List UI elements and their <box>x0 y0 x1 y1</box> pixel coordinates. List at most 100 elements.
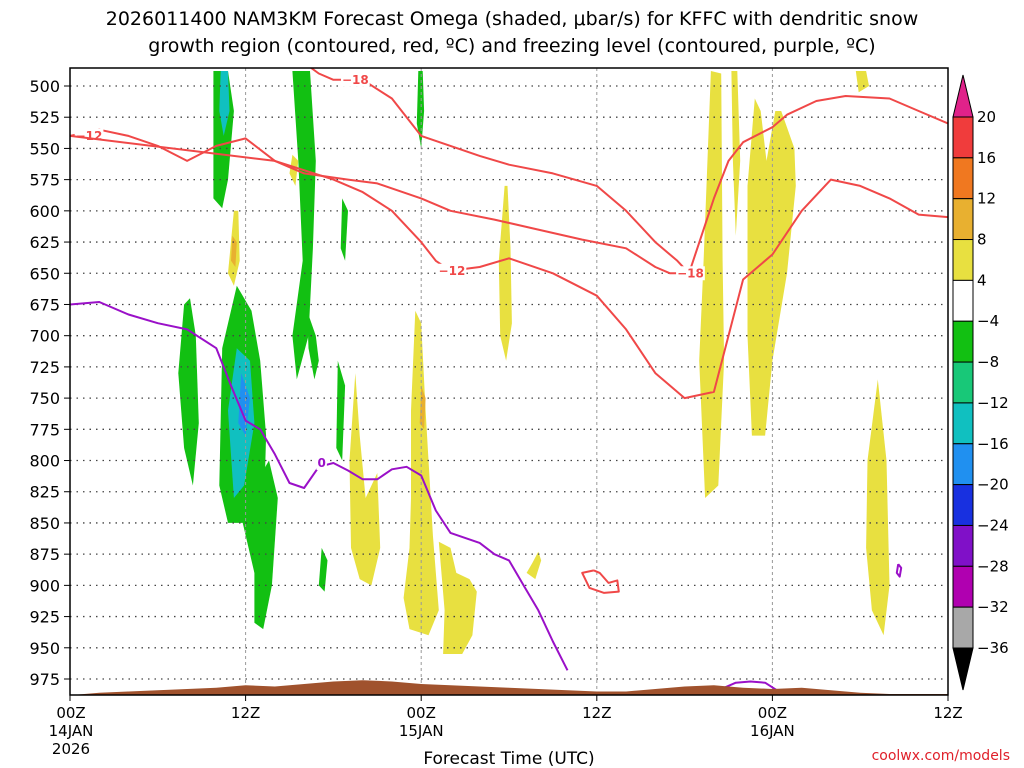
x-axis-label: Forecast Time (UTC) <box>423 749 594 768</box>
x-tick-label: 12Z <box>933 704 962 722</box>
contour-label: −18 <box>677 266 704 280</box>
omega-region-15 <box>349 373 381 586</box>
chart-title-line1: 2026011400 NAM3KM Forecast Omega (shaded… <box>106 8 918 30</box>
colorbar-label: −28 <box>977 557 1009 575</box>
colorbar-bin <box>952 606 974 649</box>
y-tick-label: 825 <box>29 483 60 502</box>
x-tick-label: 12Z <box>231 704 260 722</box>
omega-region-9 <box>340 198 348 261</box>
contour-label-bg <box>437 263 467 278</box>
x-tick-date: 15JAN <box>399 722 444 740</box>
colorbar: 20 16 12 8 4 −4 −8 −12 −16 −20 −24 −28 −32 −36 <box>952 74 1009 691</box>
plot-background <box>70 68 948 695</box>
omega-region-22 <box>747 98 796 436</box>
colorbar-bin <box>952 443 974 486</box>
omega-region-2 <box>178 298 199 486</box>
omega-region-19 <box>526 551 542 580</box>
colorbar-bin <box>952 239 974 281</box>
colorbar-bin <box>952 279 974 322</box>
y-tick-label: 750 <box>29 389 60 408</box>
x-tick-label: 00Z <box>758 704 787 722</box>
y-tick-label: 975 <box>29 670 60 689</box>
y-axis: 500 525 550 575 600 625 650 675 700 725 750 775 800 8… <box>29 77 70 689</box>
x-tick-year: 2026 <box>52 740 90 758</box>
colorbar-bin <box>952 361 974 404</box>
y-tick-label: 775 <box>29 420 60 439</box>
y-tick-label: 850 <box>29 514 60 533</box>
colorbar-bin <box>952 198 974 241</box>
colorbar-label: −4 <box>977 312 999 330</box>
y-tick-label: 875 <box>29 545 60 564</box>
colorbar-label: −8 <box>977 353 999 371</box>
colorbar-label: 12 <box>977 190 996 208</box>
y-tick-label: 950 <box>29 639 60 658</box>
y-tick-label: 700 <box>29 327 60 346</box>
y-tick-label: 725 <box>29 358 60 377</box>
omega-region-25 <box>231 235 237 267</box>
omega-region-4 <box>254 460 278 630</box>
colorbar-label: 8 <box>977 231 987 249</box>
omega-region-24 <box>866 379 890 636</box>
y-tick-label: 925 <box>29 608 60 627</box>
credit-text: coolwx.com/models <box>872 748 1010 764</box>
y-tick-label: 575 <box>29 171 60 190</box>
y-tick-label: 625 <box>29 233 60 252</box>
omega-region-8 <box>307 310 319 380</box>
y-tick-label: 800 <box>29 452 60 471</box>
contour-label-bg <box>316 456 327 471</box>
colorbar-label: −16 <box>977 435 1009 453</box>
x-tick-label: 00Z <box>56 704 85 722</box>
colorbar-label: 16 <box>977 149 996 167</box>
y-tick-label: 525 <box>29 108 60 127</box>
colorbar-label: 20 <box>977 108 996 126</box>
colorbar-bin <box>952 116 974 159</box>
dgz-contour-0 <box>70 95 948 275</box>
colorbar-bin <box>952 402 974 445</box>
y-tick-label: 500 <box>29 77 60 96</box>
freezing-level-line-5 <box>70 301 569 671</box>
colorbar-bin <box>952 157 974 200</box>
omega-region-12 <box>416 71 425 149</box>
contour-label-bg <box>340 72 370 87</box>
x-tick-date: 16JAN <box>750 722 795 740</box>
x-tick-label: 12Z <box>582 704 611 722</box>
colorbar-label: 4 <box>977 271 987 289</box>
terrain <box>70 680 948 695</box>
contour-label: −18 <box>342 73 369 87</box>
y-tick-label: 675 <box>29 295 60 314</box>
y-tick-label: 550 <box>29 139 60 158</box>
dgz-contour-4 <box>581 569 620 594</box>
colorbar-label: −36 <box>977 639 1009 657</box>
y-tick-label: 650 <box>29 264 60 283</box>
colorbar-bin <box>952 484 974 526</box>
colorbar-label: −32 <box>977 598 1009 616</box>
omega-region-11 <box>318 547 328 592</box>
omega-region-20 <box>699 71 725 498</box>
freezing-level-line-6 <box>720 680 778 692</box>
contour-label-bg <box>676 266 705 281</box>
x-tick-label: 00Z <box>407 704 436 722</box>
omega-region-10 <box>336 360 346 461</box>
contour-label: −12 <box>439 264 466 278</box>
omega-region-17 <box>438 541 477 654</box>
omega-region-13 <box>289 154 299 186</box>
chart-title-line2: growth region (contoured, red, ºC) and f… <box>148 35 875 57</box>
omega-region-1 <box>219 71 230 136</box>
contour-label: −12 <box>76 129 103 143</box>
contour-lines: −12 −18 −12 −18 0 <box>70 68 948 692</box>
x-tick-date: 14JAN <box>49 722 94 740</box>
plot-frame <box>69 67 949 696</box>
freezing-level-line-7 <box>895 563 903 578</box>
colorbar-bin <box>952 565 974 608</box>
omega-region-6 <box>238 373 250 436</box>
omega-region-21 <box>731 71 741 236</box>
dgz-contour-2 <box>70 134 948 400</box>
colorbar-bin <box>952 320 974 363</box>
colorbar-label: −20 <box>977 476 1009 494</box>
terrain-fill <box>70 680 948 695</box>
colorbar-label: −24 <box>977 516 1009 534</box>
y-tick-label: 600 <box>29 202 60 221</box>
contour-label: 0 <box>318 456 326 470</box>
omega-region-18 <box>498 185 512 361</box>
omega-region-23 <box>855 71 869 93</box>
